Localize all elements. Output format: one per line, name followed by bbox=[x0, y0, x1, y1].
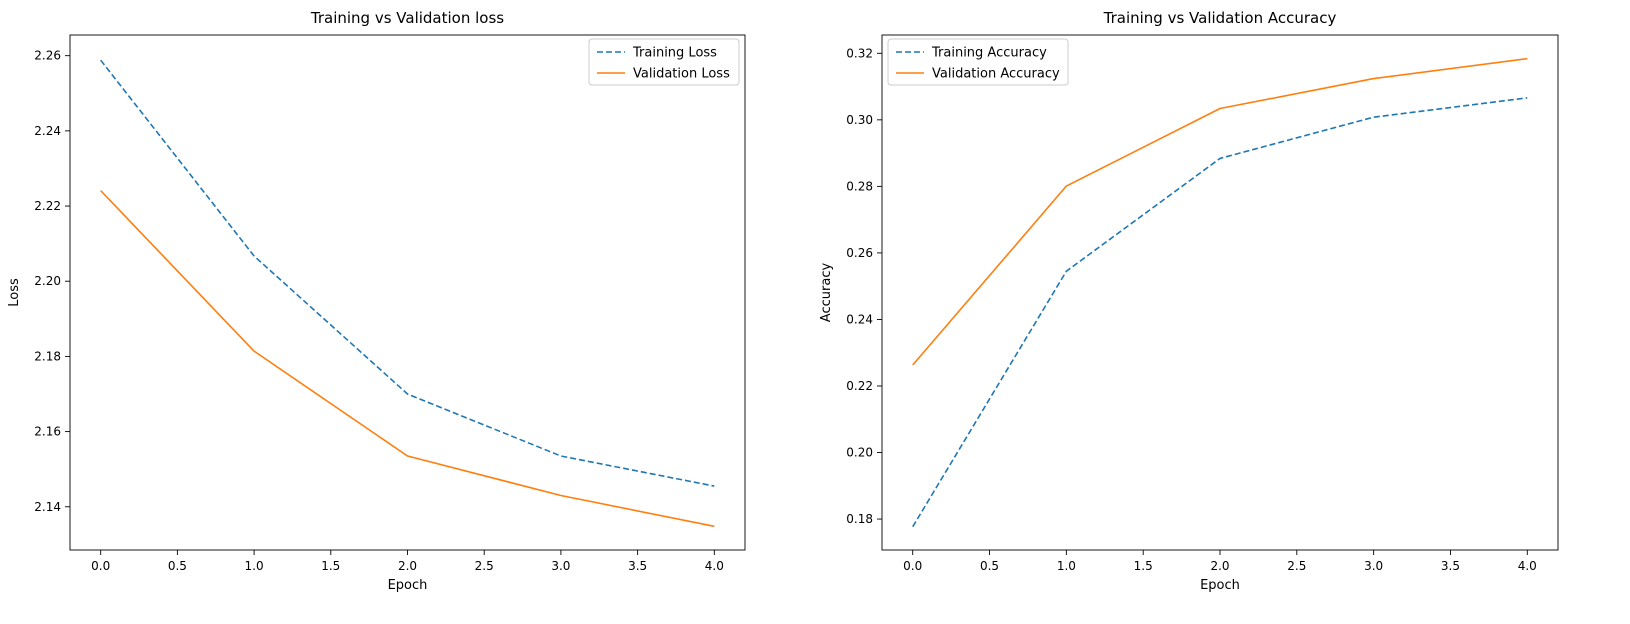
legend-box bbox=[588, 38, 740, 86]
x-tick-label: 3.5 bbox=[628, 559, 647, 573]
y-tick-label: 2.22 bbox=[34, 199, 61, 213]
x-tick-label: 3.0 bbox=[1364, 559, 1383, 573]
x-tick-label: 0.0 bbox=[903, 559, 922, 573]
x-tick-label: 3.0 bbox=[551, 559, 570, 573]
x-tick-label: 4.0 bbox=[705, 559, 724, 573]
y-axis-label: Accuracy bbox=[819, 263, 834, 323]
legend-entry: Training Accuracy bbox=[931, 46, 1047, 61]
chart-loss: Training vs Validation loss 0.0 0.5 1.0 1.5 2… bbox=[7, 9, 746, 593]
x-tick-label: 1.0 bbox=[245, 559, 264, 573]
y-tick-label: 2.20 bbox=[34, 274, 61, 288]
y-tick-label: 2.26 bbox=[34, 49, 61, 63]
y-tick-label: 2.24 bbox=[34, 124, 61, 138]
y-tick-label: 0.20 bbox=[846, 446, 873, 460]
x-tick-label: 2.0 bbox=[398, 559, 417, 573]
x-tick-label: 3.5 bbox=[1441, 559, 1460, 573]
series-line-training-loss bbox=[100, 59, 715, 487]
y-axis-label: Loss bbox=[7, 278, 22, 307]
chart-accuracy: Training vs Validation Accuracy 0.0 0.5 1.0… bbox=[819, 9, 1559, 593]
x-axis-label: Epoch bbox=[388, 578, 428, 593]
x-tick-label: 2.5 bbox=[1287, 559, 1306, 573]
y-tick-label: 0.22 bbox=[846, 379, 873, 393]
x-tick-label: 2.5 bbox=[475, 559, 494, 573]
x-tick-label: 4.0 bbox=[1518, 559, 1537, 573]
legend-entry: Validation Accuracy bbox=[932, 67, 1060, 82]
y-tick-label: 2.18 bbox=[34, 349, 61, 363]
x-tick-label: 1.5 bbox=[1134, 559, 1153, 573]
legend: Training Accuracy Validation Accuracy bbox=[887, 38, 1069, 86]
y-tick-label: 0.28 bbox=[846, 179, 873, 193]
legend-entry: Validation Loss bbox=[633, 67, 730, 82]
series-line-training-accuracy bbox=[912, 97, 1528, 528]
chart-title: Training vs Validation Accuracy bbox=[1103, 9, 1337, 27]
series-line-validation-accuracy bbox=[912, 57, 1528, 366]
x-tick-label: 0.5 bbox=[168, 559, 187, 573]
legend-entry: Training Loss bbox=[632, 46, 717, 61]
x-tick-label: 1.0 bbox=[1057, 559, 1076, 573]
legend-box bbox=[887, 38, 1069, 86]
legend: Training Loss Validation Loss bbox=[588, 38, 740, 86]
chart-title: Training vs Validation loss bbox=[310, 9, 504, 27]
x-tick-label: 0.5 bbox=[980, 559, 999, 573]
axes-frame bbox=[69, 34, 746, 551]
axes-frame bbox=[881, 34, 1559, 551]
x-tick-label: 2.0 bbox=[1210, 559, 1229, 573]
y-tick-label: 0.32 bbox=[846, 46, 873, 60]
y-tick-label: 0.26 bbox=[846, 246, 873, 260]
x-tick-label: 0.0 bbox=[91, 559, 110, 573]
y-tick-label: 2.14 bbox=[34, 500, 61, 514]
y-tick-label: 0.24 bbox=[846, 312, 873, 326]
y-tick-label: 2.16 bbox=[34, 425, 61, 439]
series-line-validation-loss bbox=[100, 190, 715, 528]
x-tick-label: 1.5 bbox=[321, 559, 340, 573]
y-tick-label: 0.18 bbox=[846, 512, 873, 526]
x-axis-label: Epoch bbox=[1200, 578, 1240, 593]
y-tick-label: 0.30 bbox=[846, 113, 873, 127]
